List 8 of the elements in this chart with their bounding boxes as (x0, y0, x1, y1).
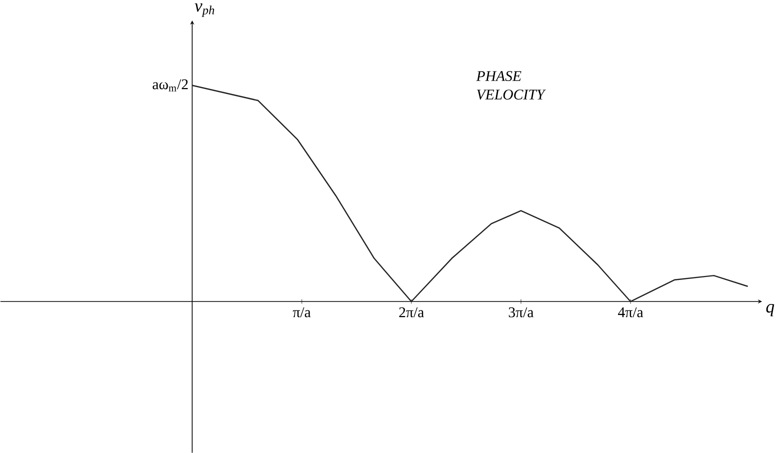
annotation: aω$_{m}$/2 (152, 79, 188, 92)
annotation: PHASE VELOCITY (476, 70, 546, 100)
y-axis-title: v$_{ph}$ (194, 3, 214, 17)
x-tick-label: 4π/a (618, 307, 644, 318)
x-tick-label: 3π/a (508, 307, 534, 318)
x-tick-label: π/a (292, 307, 311, 318)
x-axis-title: q (766, 304, 774, 316)
x-tick-label: 2π/a (399, 307, 424, 318)
